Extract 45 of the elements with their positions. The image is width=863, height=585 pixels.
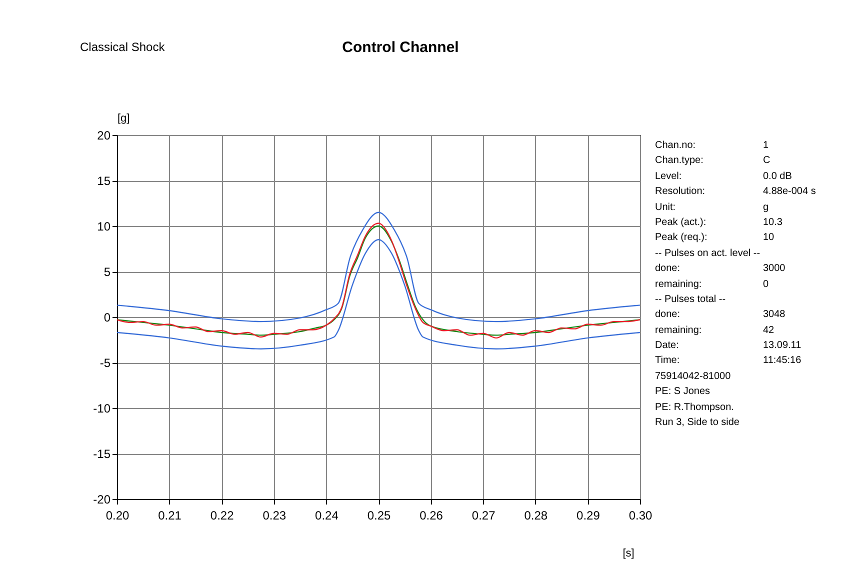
x-tick-label: 0.21 xyxy=(158,508,182,522)
text: Unit: g xyxy=(655,202,769,213)
text: done: 3000 xyxy=(655,263,786,274)
text: Level: 0.0 dB xyxy=(655,170,792,182)
x-tick-label: 0.22 xyxy=(210,508,234,522)
x-tick-label: 0.26 xyxy=(420,508,444,522)
text: Resolution: 4.88e-004 s xyxy=(655,186,816,198)
y-tick-label: -5 xyxy=(100,356,111,370)
y-tick-label: -15 xyxy=(93,447,111,461)
y-tick-label: 0 xyxy=(104,310,111,324)
text: -- Pulses total -- xyxy=(655,294,727,307)
y-tick-label: 10 xyxy=(97,220,111,234)
text: remaining: 42 xyxy=(655,324,774,336)
text: Chan.type: C xyxy=(655,155,770,166)
y-axis-title: [g] xyxy=(118,112,130,124)
text: Time: 11:45:16 xyxy=(655,355,802,366)
y-tick-label: 20 xyxy=(97,128,111,142)
x-tick-label: 0.24 xyxy=(315,508,339,522)
text: Chan.no: 1 xyxy=(655,140,769,151)
text: PE: S Jones xyxy=(655,386,712,400)
x-tick-label: 0.23 xyxy=(262,508,286,522)
text: PE: R.Thompson. xyxy=(655,402,735,415)
x-tick-label: 0.27 xyxy=(472,508,496,522)
y-tick-label: 5 xyxy=(104,265,111,279)
text: Peak (req.): 10 xyxy=(655,232,774,244)
text: -- Pulses on act. level -- xyxy=(655,248,762,261)
x-tick-label: 0.20 xyxy=(106,508,130,522)
y-tick-label: 15 xyxy=(97,174,111,188)
x-tick-label: 0.30 xyxy=(628,508,652,522)
text: done: 3048 xyxy=(655,309,786,320)
line-series xyxy=(117,212,640,322)
x-tick-label: 0.29 xyxy=(576,508,600,522)
text: Classical Shock xyxy=(80,40,165,54)
text: Peak (act.): 10.3 xyxy=(655,216,782,228)
chart-title: Control Channel xyxy=(342,39,459,56)
text: Date: 13.09.11 xyxy=(655,340,802,352)
text: Run 3, Side to side xyxy=(655,417,740,430)
x-tick-label: 0.28 xyxy=(524,508,548,522)
x-axis-title: [s] xyxy=(622,548,634,560)
text: remaining: 0 xyxy=(655,278,769,290)
text: 75914042-81000 xyxy=(655,370,732,384)
y-tick-label: -20 xyxy=(93,492,111,506)
x-tick-label: 0.25 xyxy=(367,508,391,522)
line-series xyxy=(117,239,640,350)
y-tick-label: -10 xyxy=(93,402,111,416)
